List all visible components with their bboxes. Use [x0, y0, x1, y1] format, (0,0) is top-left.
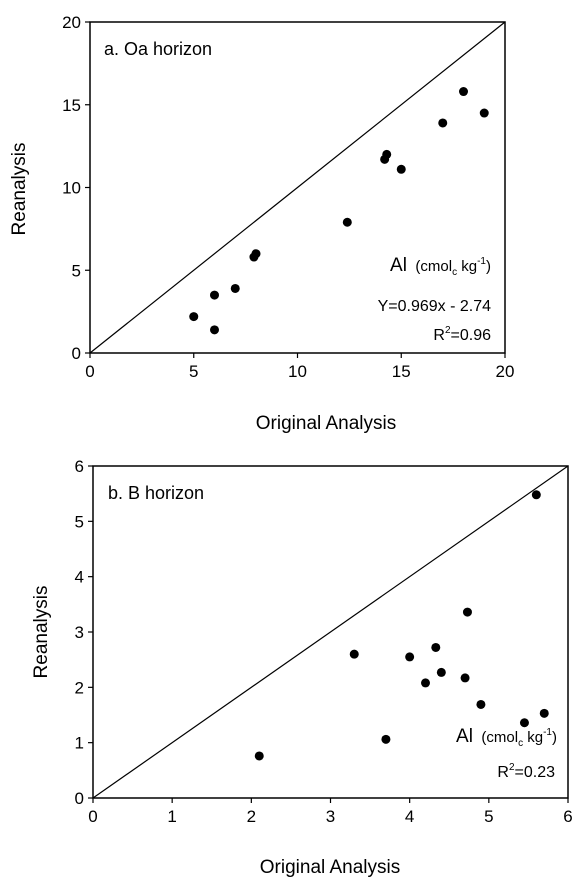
data-point: [381, 734, 391, 744]
data-point: [476, 699, 486, 709]
y-tick-label: 6: [75, 457, 84, 476]
data-point: [462, 607, 472, 617]
data-point: [405, 652, 415, 662]
data-point: [519, 718, 529, 728]
x-tick-label: 6: [563, 807, 572, 826]
data-point: [254, 751, 264, 761]
y-axis-title-a: Reanalysis: [9, 143, 30, 236]
x-tick-label: 4: [405, 807, 414, 826]
data-point: [459, 87, 468, 97]
x-tick-label: 20: [496, 362, 515, 381]
series-label-b: Al (cmolc kg-1): [456, 726, 557, 749]
data-point: [189, 312, 199, 322]
one-to-one-line-a: [89, 21, 506, 354]
y-tick-label: 4: [75, 568, 84, 587]
data-point: [210, 325, 219, 335]
x-axis-ticks-a: 0 5 10 15 20: [85, 353, 514, 381]
data-point: [438, 118, 448, 128]
y-tick-label: 10: [62, 179, 81, 198]
data-point: [396, 164, 406, 174]
data-point: [349, 649, 359, 659]
data-point: [230, 283, 240, 293]
y-axis-title-b: Reanalysis: [31, 586, 52, 679]
data-point: [436, 667, 446, 677]
y-tick-label: 0: [75, 789, 84, 808]
data-points-b: [254, 490, 549, 761]
x-axis-title-b: Original Analysis: [260, 857, 400, 877]
x-tick-label: 0: [85, 362, 94, 381]
r-squared-a: R2=0.96: [433, 325, 491, 344]
y-tick-label: 15: [62, 96, 81, 115]
y-tick-label: 1: [75, 734, 84, 753]
data-point: [342, 217, 352, 227]
y-tick-label: 5: [75, 512, 84, 531]
data-point: [421, 678, 430, 688]
one-to-one-line-b: [92, 465, 569, 799]
panel-a: 0 5 10 15 20 0 5 10 15 20 a. Oa horizon Original…: [9, 13, 514, 434]
x-tick-label: 5: [189, 362, 198, 381]
y-tick-label: 2: [75, 678, 84, 697]
x-tick-label: 3: [326, 807, 335, 826]
data-point: [479, 108, 489, 118]
y-tick-label: 20: [62, 13, 81, 32]
data-point: [382, 149, 392, 159]
y-tick-label: 3: [75, 623, 84, 642]
y-axis-ticks-a: 0 5 10 15 20: [62, 13, 90, 363]
data-point: [251, 249, 261, 259]
data-point: [531, 490, 541, 500]
x-tick-label: 0: [88, 807, 97, 826]
x-tick-label: 1: [167, 807, 176, 826]
panel-label-a: a. Oa horizon: [104, 39, 212, 59]
panel-label-b: b. B horizon: [108, 483, 204, 503]
x-axis-title-a: Original Analysis: [256, 413, 396, 434]
regression-equation-a: Y=0.969x - 2.74: [378, 298, 492, 315]
panel-b: 0 1 2 3 4 5 6 0 1 2 3 4 5 6 b. B horizon Original An…: [31, 457, 573, 877]
y-tick-label: 0: [72, 344, 81, 363]
x-axis-ticks-b: 0 1 2 3 4 5 6: [88, 798, 573, 826]
y-axis-ticks-b: 0 1 2 3 4 5 6: [75, 457, 93, 808]
x-tick-label: 2: [247, 807, 256, 826]
x-tick-label: 5: [484, 807, 493, 826]
data-point: [460, 673, 470, 683]
y-tick-label: 5: [72, 261, 81, 280]
x-tick-label: 15: [392, 362, 411, 381]
data-point: [539, 708, 549, 718]
r-squared-b: R2=0.23: [497, 762, 555, 781]
series-label-a: Al (cmolc kg-1): [390, 255, 491, 278]
data-points-a: [189, 87, 489, 335]
x-tick-label: 10: [288, 362, 307, 381]
data-point: [210, 290, 219, 300]
data-point: [431, 642, 441, 652]
